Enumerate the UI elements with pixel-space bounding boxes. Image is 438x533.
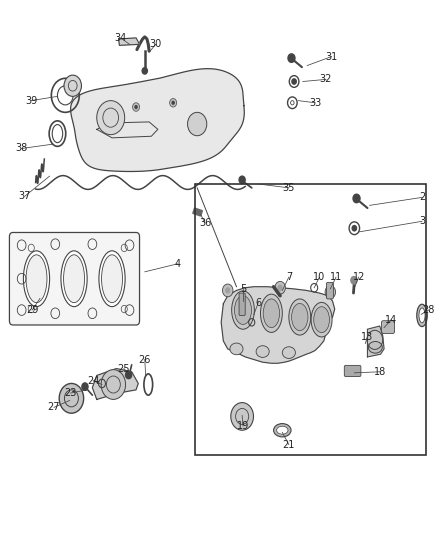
Text: 39: 39 — [25, 95, 37, 106]
Circle shape — [126, 371, 132, 378]
Ellipse shape — [311, 302, 332, 337]
Ellipse shape — [23, 251, 49, 306]
Ellipse shape — [277, 426, 288, 434]
Text: 37: 37 — [18, 191, 31, 201]
Text: 14: 14 — [385, 314, 398, 325]
Ellipse shape — [314, 306, 329, 333]
Text: 32: 32 — [320, 75, 332, 84]
Circle shape — [59, 383, 84, 413]
Text: 7: 7 — [286, 272, 292, 282]
Polygon shape — [92, 368, 138, 399]
Text: 24: 24 — [87, 376, 99, 386]
Ellipse shape — [26, 255, 47, 303]
Circle shape — [275, 281, 286, 294]
Ellipse shape — [102, 255, 123, 303]
Circle shape — [97, 101, 125, 135]
FancyBboxPatch shape — [10, 232, 140, 325]
Circle shape — [101, 369, 126, 399]
Circle shape — [223, 284, 233, 297]
Text: 18: 18 — [374, 367, 387, 377]
Text: 31: 31 — [325, 52, 338, 61]
Ellipse shape — [99, 251, 125, 306]
Text: 12: 12 — [353, 272, 365, 282]
Text: 2: 2 — [419, 192, 425, 203]
Text: 36: 36 — [199, 218, 211, 228]
Circle shape — [133, 103, 140, 111]
Text: 25: 25 — [117, 364, 130, 374]
Circle shape — [170, 99, 177, 107]
Ellipse shape — [417, 304, 427, 327]
Circle shape — [171, 101, 175, 105]
Ellipse shape — [230, 343, 243, 355]
Ellipse shape — [368, 342, 382, 353]
Text: 11: 11 — [330, 272, 342, 282]
Ellipse shape — [274, 424, 291, 437]
Circle shape — [352, 225, 357, 231]
Circle shape — [325, 286, 336, 298]
Text: 35: 35 — [283, 183, 295, 193]
Text: 10: 10 — [313, 272, 325, 282]
FancyBboxPatch shape — [381, 321, 395, 334]
Text: 5: 5 — [240, 284, 246, 294]
Ellipse shape — [419, 308, 425, 323]
Circle shape — [351, 277, 357, 284]
Circle shape — [328, 289, 333, 295]
Text: 13: 13 — [361, 332, 374, 342]
Text: 27: 27 — [48, 402, 60, 413]
Text: 23: 23 — [64, 388, 77, 398]
Circle shape — [231, 402, 254, 430]
Polygon shape — [193, 208, 202, 216]
Circle shape — [142, 68, 148, 74]
Circle shape — [239, 176, 245, 183]
Text: 21: 21 — [283, 440, 295, 450]
Ellipse shape — [232, 291, 254, 329]
Text: 3: 3 — [419, 216, 425, 227]
Circle shape — [288, 54, 295, 62]
Ellipse shape — [256, 346, 269, 358]
Text: 29: 29 — [26, 305, 38, 315]
Text: 6: 6 — [255, 297, 261, 308]
Polygon shape — [71, 69, 244, 172]
Text: 26: 26 — [138, 354, 151, 365]
Ellipse shape — [263, 299, 279, 328]
Circle shape — [278, 285, 283, 291]
Polygon shape — [119, 38, 140, 45]
Ellipse shape — [261, 294, 283, 333]
Circle shape — [292, 79, 296, 84]
Circle shape — [64, 75, 81, 96]
Ellipse shape — [64, 255, 85, 303]
Circle shape — [134, 105, 138, 109]
Ellipse shape — [289, 299, 311, 335]
FancyBboxPatch shape — [239, 293, 245, 316]
Text: 33: 33 — [309, 98, 321, 108]
Text: 38: 38 — [15, 143, 28, 154]
Ellipse shape — [283, 347, 295, 359]
Ellipse shape — [234, 296, 251, 325]
Text: 34: 34 — [115, 33, 127, 43]
Text: 28: 28 — [422, 305, 435, 315]
Text: 30: 30 — [149, 39, 162, 49]
FancyBboxPatch shape — [344, 366, 361, 376]
Ellipse shape — [61, 251, 87, 306]
Circle shape — [82, 383, 88, 390]
Text: 19: 19 — [237, 421, 249, 431]
Circle shape — [225, 287, 230, 294]
Circle shape — [353, 194, 360, 203]
Polygon shape — [367, 326, 384, 357]
FancyBboxPatch shape — [326, 282, 333, 299]
Polygon shape — [221, 287, 335, 364]
Ellipse shape — [292, 303, 308, 330]
Bar — [195, 184, 426, 455]
Text: 4: 4 — [174, 259, 180, 269]
Circle shape — [187, 112, 207, 136]
